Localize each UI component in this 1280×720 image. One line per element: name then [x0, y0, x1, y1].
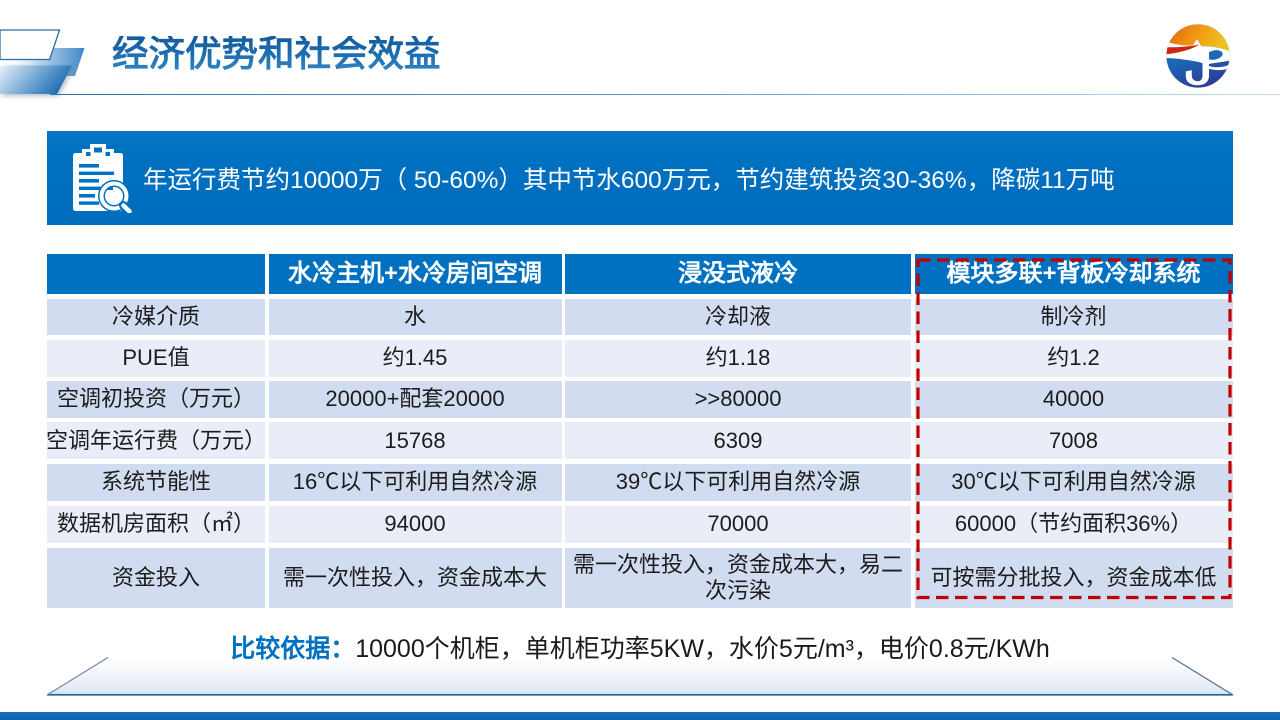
bottom-decoration-trapezoid [46, 656, 1234, 696]
table-row: 数据机房面积（㎡） 94000 70000 60000（节约面积36%） [47, 505, 1233, 543]
table-cell: 可按需分批投入，资金成本低 [914, 547, 1233, 608]
row-label: 资金投入 [47, 547, 265, 608]
row-label: 系统节能性 [47, 463, 265, 501]
header-underline [50, 93, 1280, 96]
table-cell: 30℃以下可利用自然冷源 [914, 463, 1233, 501]
row-label: 空调年运行费（万元） [46, 422, 266, 459]
company-logo-icon [1166, 24, 1230, 88]
table-cell: 16℃以下可利用自然冷源 [268, 463, 562, 501]
table-cell: 6309 [565, 422, 911, 459]
column-header: 模块多联+背板冷却系统 [914, 254, 1233, 294]
header-decoration-shapes [0, 29, 85, 94]
column-header: 水冷主机+水冷房间空调 [268, 254, 562, 294]
row-label: PUE值 [47, 339, 265, 377]
table-row: 空调初投资（万元） 20000+配套20000 >>80000 40000 [47, 381, 1233, 418]
table-cell: 40000 [914, 381, 1233, 418]
comparison-table: 水冷主机+水冷房间空调 浸没式液冷 模块多联+背板冷却系统 冷媒介质水冷却液 制冷剂 PU… [46, 254, 1233, 608]
table-cell: 冷却液 [565, 298, 911, 335]
table-cell: 94000 [268, 505, 562, 543]
table-cell: 约1.18 [565, 339, 911, 377]
table-cell: 60000（节约面积36%） [914, 505, 1233, 543]
page-title: 经济优势和社会效益 [112, 33, 441, 74]
table-row: 冷媒介质水冷却液 制冷剂 [47, 298, 1233, 335]
table-row: 资金投入 需一次性投入，资金成本大 需一次性投入，资金成本大，易二次污染 可按需分批投… [47, 547, 1233, 608]
column-header-empty [47, 254, 265, 294]
table-row: 空调年运行费（万元） 15768 6309 7008 [46, 422, 1233, 459]
banner-text: 年运行费节约10000万（ 50-60%）其中节水600万元，节约建筑投资30-… [143, 166, 1115, 194]
row-label: 冷媒介质 [47, 298, 265, 335]
table-header-row: 水冷主机+水冷房间空调 浸没式液冷 模块多联+背板冷却系统 [47, 254, 1233, 294]
table-row: 系统节能性 16℃以下可利用自然冷源 39℃以下可利用自然冷源 30℃以下可利用自然冷… [47, 463, 1233, 501]
summary-banner: 年运行费节约10000万（ 50-60%）其中节水600万元，节约建筑投资30-… [47, 131, 1233, 225]
table-cell: 制冷剂 [914, 298, 1233, 335]
table-cell: >>80000 [565, 381, 911, 418]
table-cell: 7008 [914, 422, 1233, 459]
table-cell: 70000 [565, 505, 911, 543]
row-label: 数据机房面积（㎡） [47, 505, 265, 543]
table-row: PUE值 约1.45 约1.18 约1.2 [47, 339, 1233, 377]
table-cell: 水 [268, 298, 562, 335]
table-cell: 需一次性投入，资金成本大 [268, 547, 562, 608]
table-cell: 需一次性投入，资金成本大，易二次污染 [565, 547, 911, 608]
clipboard-magnifier-icon [73, 144, 132, 213]
table-cell: 20000+配套20000 [268, 381, 562, 418]
table-cell: 39℃以下可利用自然冷源 [565, 463, 911, 501]
decor-parallelogram-outline [0, 29, 61, 61]
bottom-bar [0, 712, 1280, 720]
decor-parallelogram-big [0, 65, 72, 94]
table-cell: 约1.45 [268, 339, 562, 377]
table-cell: 15768 [268, 422, 562, 459]
table-cell: 约1.2 [914, 339, 1233, 377]
row-label: 空调初投资（万元） [47, 381, 265, 418]
column-header: 浸没式液冷 [565, 254, 911, 294]
